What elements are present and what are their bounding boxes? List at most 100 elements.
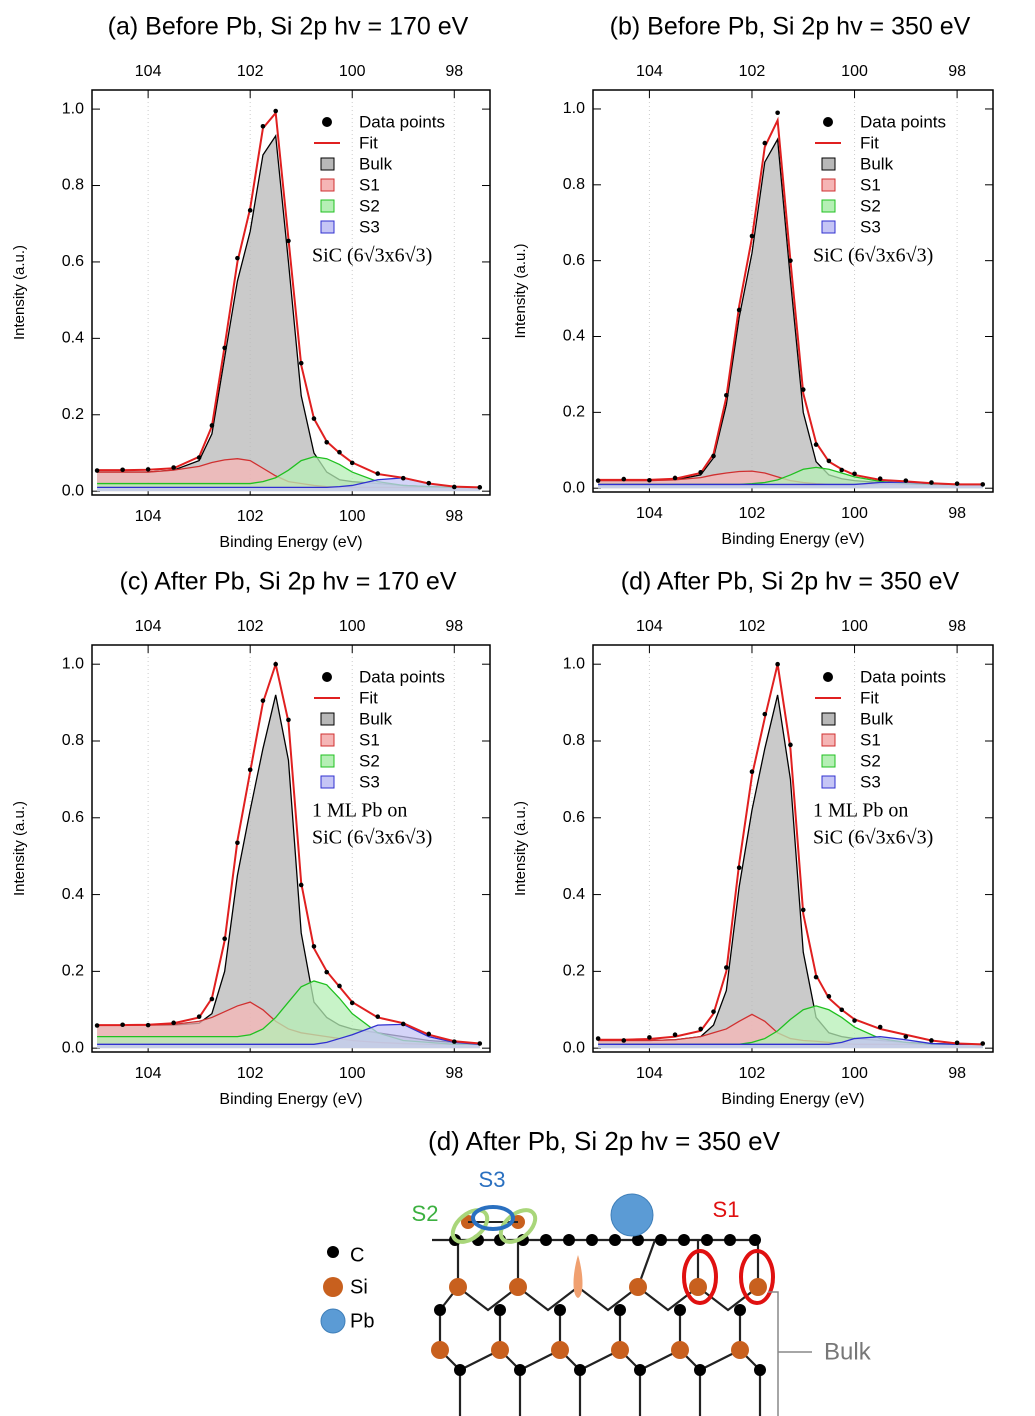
data-point	[400, 475, 406, 481]
legend-label: S1	[860, 730, 881, 749]
data-point	[698, 469, 703, 475]
annotation: SiC (6√3x6√3)	[312, 827, 432, 849]
data-point	[736, 865, 742, 870]
chart-title: (d) After Pb, Si 2p hv = 350 eV	[621, 568, 960, 596]
y-tick-label: 1.0	[62, 655, 84, 672]
x-tick-label: 102	[237, 508, 264, 525]
data-point	[877, 476, 883, 482]
y-tick-label: 0.2	[563, 963, 585, 980]
legend-marker	[320, 220, 335, 234]
legend-marker	[320, 712, 335, 726]
component-outline	[598, 481, 983, 486]
data-point	[171, 1020, 176, 1026]
legend-label: S2	[359, 751, 380, 770]
data-point	[698, 1026, 703, 1032]
data-point	[621, 1038, 627, 1043]
y-tick-label: 0.0	[62, 482, 84, 499]
data-point	[209, 423, 215, 428]
data-point	[349, 460, 355, 466]
x-top-tick-label: 98	[948, 63, 966, 80]
data-point	[311, 416, 317, 421]
x-tick-label: 102	[237, 1065, 264, 1082]
legend-label: Fit	[359, 133, 378, 152]
component-area	[598, 1014, 983, 1049]
x-top-tick-label: 104	[636, 618, 663, 635]
data-point	[273, 661, 278, 667]
annotation: SiC (6√3x6√3)	[813, 827, 933, 849]
fit-line	[97, 110, 480, 489]
x-axis-label: Binding Energy (eV)	[219, 534, 362, 551]
x-tick-label: 100	[339, 508, 366, 525]
data-point	[839, 1007, 845, 1013]
plot-frame	[592, 644, 994, 1053]
data-point	[451, 1039, 457, 1044]
legend-marker	[823, 117, 833, 127]
legend-label: Bulk	[860, 154, 894, 173]
plots: (a) Before Pb, Si 2p hv = 170 eV Binding …	[11, 13, 994, 1108]
component-area	[97, 694, 480, 1049]
data-point	[800, 907, 806, 913]
legend-marker	[320, 178, 335, 192]
s2-ring	[450, 1208, 490, 1244]
legend-marker	[821, 220, 836, 234]
legend-label: Data points	[860, 112, 946, 131]
x-top-tick-label: 100	[339, 63, 366, 80]
x-tick-label: 104	[636, 1065, 663, 1082]
data-point	[426, 480, 432, 486]
legend-marker	[821, 157, 836, 171]
component-area	[97, 1024, 480, 1049]
annotation: SiC (6√3x6√3)	[813, 245, 933, 267]
data-point	[788, 742, 793, 748]
label-s1: S1	[713, 1197, 740, 1222]
x-top-tick-label: 100	[339, 618, 366, 635]
y-tick-label: 0.4	[62, 330, 84, 347]
data-point	[196, 1014, 202, 1019]
data-point	[222, 936, 227, 942]
y-axis-label: Intensity (a.u.)	[512, 801, 529, 896]
legend-marker	[821, 178, 836, 192]
data-point	[826, 994, 832, 999]
y-tick-label: 0.8	[62, 732, 84, 749]
data-point	[451, 484, 457, 490]
legend-label: S1	[359, 175, 380, 194]
component-outline	[97, 477, 480, 489]
data-point	[954, 1040, 960, 1046]
y-tick-label: 0.6	[62, 809, 84, 826]
data-point	[954, 481, 960, 486]
legend-marker	[322, 672, 332, 682]
data-point	[980, 1041, 986, 1046]
fit-line	[97, 660, 480, 1045]
legend-text: Pb	[350, 1310, 374, 1332]
data-point	[736, 307, 742, 313]
data-point	[247, 767, 253, 773]
y-tick-label: 0.6	[563, 809, 585, 826]
y-tick-label: 0.6	[62, 253, 84, 270]
data-point	[903, 478, 909, 483]
data-point	[400, 1021, 406, 1027]
legend-label: Fit	[860, 688, 879, 707]
chart-title: (a) Before Pb, Si 2p hv = 170 eV	[108, 13, 469, 41]
y-axis-label: Intensity (a.u.)	[11, 245, 28, 340]
annotation: 1 ML Pb on	[813, 800, 908, 822]
data-point	[337, 983, 342, 989]
series-group	[94, 108, 483, 492]
plot-frame	[91, 644, 491, 1053]
s1-ring	[682, 1249, 718, 1305]
x-top-tick-label: 102	[237, 63, 264, 80]
legend-label: S2	[359, 196, 380, 215]
data-point	[929, 1038, 934, 1043]
x-top-tick-label: 98	[445, 618, 463, 635]
legend-label: S2	[860, 751, 881, 770]
y-tick-label: 0.4	[563, 886, 585, 903]
data-point	[273, 108, 278, 114]
silicon-atoms	[431, 1215, 767, 1359]
legend-label: S2	[860, 196, 881, 215]
data-point	[749, 769, 755, 775]
data-point	[286, 238, 291, 244]
x-top-tick-label: 104	[135, 618, 162, 635]
legend-pb	[320, 1308, 346, 1334]
data-point	[762, 140, 768, 146]
data-point	[903, 1034, 909, 1039]
data-point	[324, 969, 330, 975]
data-point	[724, 965, 729, 970]
